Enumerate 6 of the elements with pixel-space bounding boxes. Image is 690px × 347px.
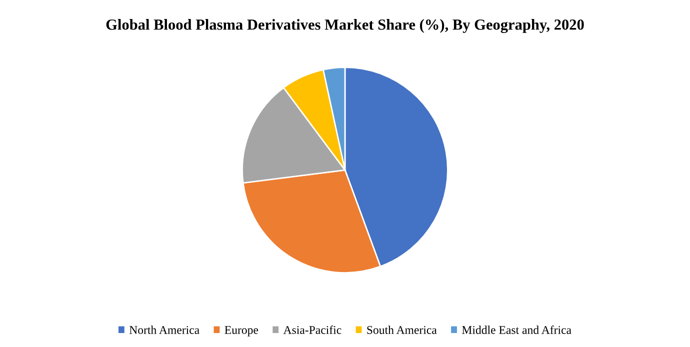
legend-label: Asia-Pacific bbox=[283, 326, 342, 334]
legend-label: Europe bbox=[224, 326, 258, 336]
legend-label: North America bbox=[129, 326, 200, 334]
chart-title: Global Blood Plasma Derivatives Market Share (%), By Geography, 2020 bbox=[106, 19, 584, 34]
legend-label: South America bbox=[367, 326, 437, 334]
legend-label: Middle East and Africa bbox=[462, 326, 572, 334]
